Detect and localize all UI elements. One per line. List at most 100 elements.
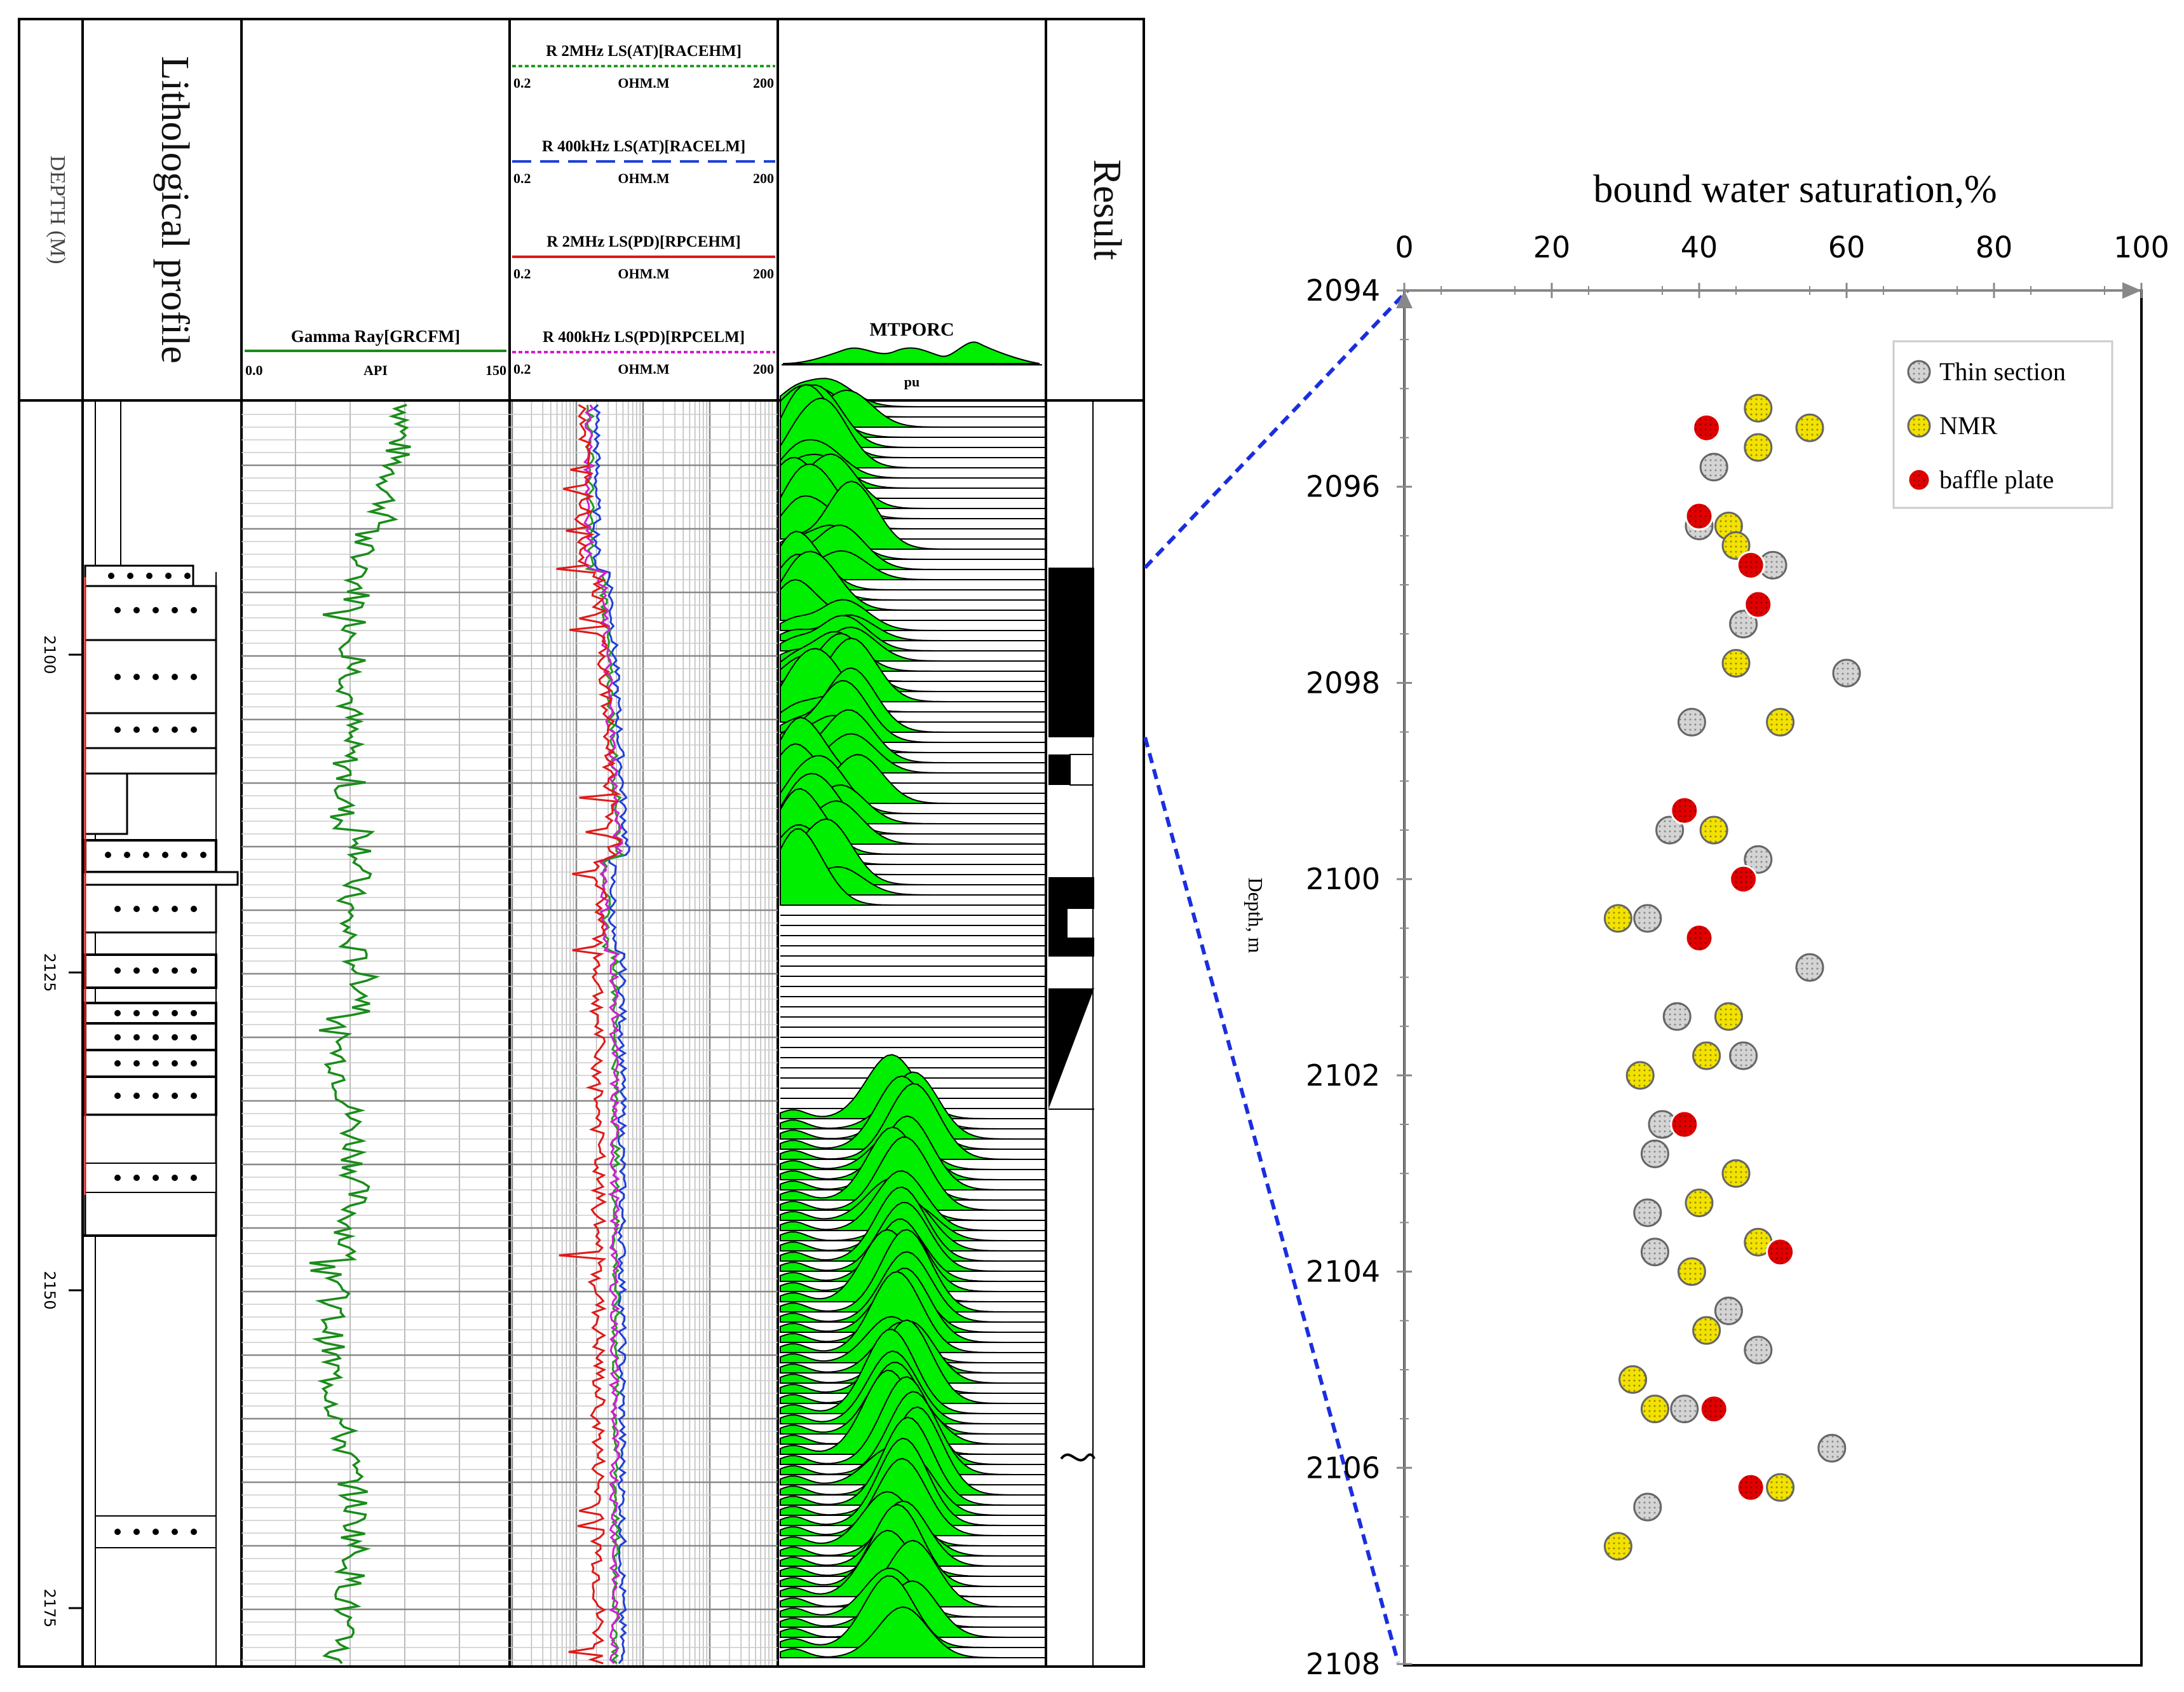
nmr-point: [1744, 433, 1773, 462]
scatter-points: [1603, 393, 1861, 1561]
baffle-plate-point: [1685, 924, 1714, 953]
thin-section-point: [1714, 1296, 1743, 1325]
res-curve-400khz-pd: [583, 404, 623, 1665]
litho-dot: [172, 1093, 178, 1099]
litho-bed: [84, 747, 217, 775]
baffle-plate-point: [1670, 796, 1699, 825]
mtporc-track: [780, 378, 1045, 1658]
litho-dot: [191, 1010, 197, 1016]
legend-marker-baffle-plate: [1907, 468, 1931, 492]
x-tick-label: 0: [1395, 230, 1413, 264]
litho-dot: [172, 906, 178, 912]
depth-tick-label: 2175: [41, 1588, 58, 1627]
result-block: [1048, 568, 1094, 737]
zoom-line-top: [1143, 289, 1409, 570]
y-axis-label: Depth, m: [1244, 877, 1267, 953]
y-tick-label: 2104: [1306, 1255, 1380, 1289]
chart-title: bound water saturation,%: [1593, 168, 1997, 211]
mtporc-spectrum: [780, 1271, 1045, 1353]
x-axis-arrow: [2122, 282, 2141, 299]
res-unit-2: OHM.M: [618, 170, 669, 186]
litho-dot: [191, 727, 197, 733]
y-tick-label: 2108: [1306, 1647, 1380, 1681]
litho-dot: [153, 607, 159, 613]
litho-dot: [114, 607, 121, 613]
litho-bed-sandstone: [84, 839, 217, 873]
litho-dot: [172, 967, 178, 974]
y-tick-label: 2100: [1306, 862, 1380, 896]
nmr-point: [1640, 1395, 1669, 1424]
nmr-point: [1618, 1365, 1648, 1394]
litho-dot: [114, 1034, 121, 1040]
litho-dot: [172, 1175, 178, 1181]
legend-label-baffle-plate: baffle plate: [1939, 465, 2054, 494]
thin-section-point: [1699, 453, 1728, 482]
litho-bed-mudstone: [84, 772, 128, 835]
litho-dot: [162, 852, 168, 858]
thin-section-point: [1670, 1395, 1699, 1424]
res-curve-400khz-at: [591, 404, 630, 1664]
litho-dot: [153, 1034, 159, 1040]
litho-dot: [153, 727, 159, 733]
y-axis-arrow: [1396, 290, 1413, 308]
litho-dot: [172, 1010, 178, 1016]
gamma-max: 150: [485, 362, 506, 378]
nmr-point: [1795, 413, 1824, 442]
mtporc-spectrum: [780, 800, 1045, 845]
x-tick-label: 60: [1828, 230, 1866, 264]
litho-dot: [133, 1529, 140, 1535]
litho-dot: [105, 852, 111, 858]
litho-dot: [133, 1034, 140, 1040]
res-header-1: R 2MHz LS(AT)[RACEHM] 0.2 OHM.M 200: [512, 43, 775, 91]
litho-dot: [114, 1093, 121, 1099]
y-tick-label: 2102: [1306, 1058, 1380, 1093]
nmr-point: [1692, 1316, 1721, 1345]
nmr-point: [1744, 393, 1773, 423]
thin-section-point: [1655, 815, 1685, 845]
thin-section-point: [1640, 1139, 1669, 1168]
x-tick-label: 20: [1533, 230, 1571, 264]
x-ticks: 0 20 40 60 80 100: [1395, 230, 2169, 298]
litho-dot: [153, 1010, 159, 1016]
litho-dot: [153, 1060, 159, 1067]
res-unit-4: OHM.M: [618, 361, 669, 377]
litho-dot: [165, 573, 172, 579]
res-max-3: 200: [753, 266, 774, 282]
res-min-4: 0.2: [513, 361, 531, 377]
litho-dot: [108, 573, 114, 579]
res-unit-1: OHM.M: [618, 75, 669, 91]
litho-dot: [191, 607, 197, 613]
thin-section-point: [1729, 1041, 1758, 1070]
litho-dot: [191, 1529, 197, 1535]
x-tick-label: 80: [1976, 230, 2013, 264]
legend-label-nmr: NMR: [1939, 411, 1997, 440]
gamma-unit: API: [363, 362, 388, 378]
lithology-column: [83, 400, 239, 1667]
litho-dot: [133, 906, 140, 912]
litho-dot: [114, 1060, 121, 1067]
mtporc-spectrum: [780, 550, 1045, 611]
mtporc-unit: pu: [904, 374, 919, 390]
thin-section-point: [1640, 1238, 1669, 1267]
legend-marker-thin-section: [1907, 360, 1931, 384]
litho-dot: [127, 573, 133, 579]
thin-section-point: [1744, 845, 1773, 874]
result-block: [1048, 909, 1068, 938]
mtporc-spectrum: [780, 1136, 1045, 1211]
litho-header: Lithological profile: [153, 56, 196, 364]
thin-section-point: [1832, 658, 1861, 688]
litho-bed-sandstone: [84, 585, 217, 641]
res-header-4: R 400kHz LS(PD)[RPCELM] 0.2 OHM.M 200: [512, 329, 775, 377]
litho-dot: [191, 1060, 197, 1067]
baffle-plate-point: [1766, 1238, 1795, 1267]
nmr-point: [1721, 649, 1751, 678]
litho-dot: [191, 1175, 197, 1181]
litho-dot: [153, 967, 159, 974]
legend: Thin section NMR baffle plate: [1892, 340, 2113, 509]
depth-header: DEPTH (M): [46, 156, 69, 264]
gamma-min: 0.0: [245, 362, 263, 378]
gamma-ray-track: [241, 402, 510, 1665]
result-column: [1048, 400, 1095, 1667]
litho-bed: [84, 871, 239, 886]
nmr-point: [1721, 1159, 1751, 1188]
